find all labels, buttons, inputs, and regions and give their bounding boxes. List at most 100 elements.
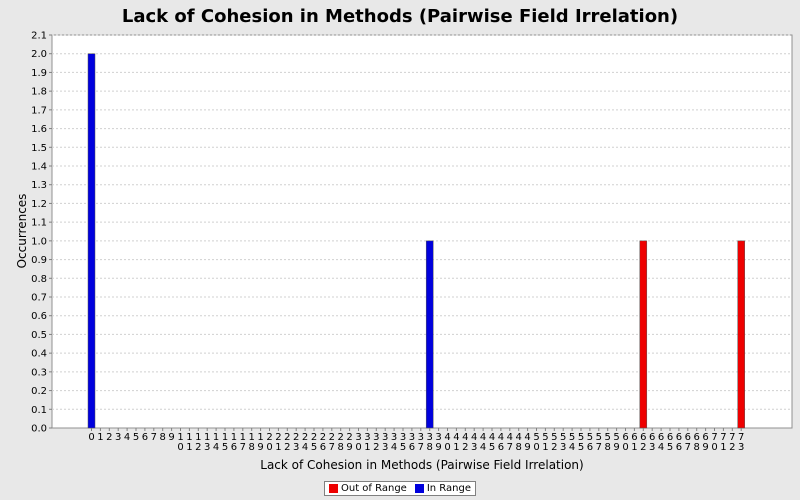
grid-lines [52,34,792,410]
y-tick-label: 0.0 [31,424,47,435]
x-tick-label: 7 [151,432,157,443]
y-tick-label: 0.7 [31,293,47,304]
bar [737,240,745,429]
x-tick-label: 6 [142,432,148,443]
bar [639,240,648,429]
y-tick-label: 1.5 [31,143,47,154]
y-tick-label: 1.0 [31,236,47,247]
x-axis-ticks: 0 1 2 3 4 5 6 7 8 9 1 01 11 21 31 41 51 61 71 81 92 02 12 22 32 4… [88,428,744,453]
chart-title: Lack of Cohesion in Methods (Pairwise Fi… [121,6,679,27]
x-tick-label: 9 [168,432,174,443]
y-tick-label: 0.3 [31,367,47,378]
y-tick-label: 2.1 [31,31,47,42]
legend-swatch-in-range [414,484,424,493]
legend-label-out-of-range: Out of Range [341,483,407,494]
legend-box: Out of Range In Range [324,481,476,496]
legend-label-in-range: In Range [426,483,471,494]
legend: Out of Range In Range [0,481,800,496]
bars [87,53,745,429]
y-tick-label: 1.3 [31,180,47,191]
x-tick-label: 8 [160,432,166,443]
y-tick-label: 1.9 [31,68,47,79]
y-tick-label: 0.6 [31,311,47,322]
y-tick-label: 0.2 [31,386,47,397]
y-tick-label: 1.7 [31,105,47,116]
y-tick-label: 1.1 [31,218,47,229]
legend-entry-out-of-range: Out of Range [329,483,407,494]
bar [87,53,96,429]
y-axis-label: Occurrences [15,194,29,269]
y-axis-ticks: 0.0 0.1 0.2 0.3 0.4 0.5 0.6 0.7 0.8 0.9 1.0 1.1 1.2 1… [31,31,52,435]
x-tick-label: 2 [106,432,112,443]
y-tick-label: 0.5 [31,330,47,341]
legend-swatch-out-of-range [329,484,338,493]
x-axis-label: Lack of Cohesion in Methods (Pairwise Fi… [260,458,583,472]
x-tick-label: 3 [115,432,121,443]
y-tick-label: 0.1 [31,405,47,416]
y-tick-label: 2.0 [31,49,47,60]
y-tick-label: 1.4 [31,162,47,173]
y-tick-label: 0.9 [31,255,47,266]
x-tick-label: 4 [124,432,130,443]
x-tick-label: 0 [88,432,94,443]
